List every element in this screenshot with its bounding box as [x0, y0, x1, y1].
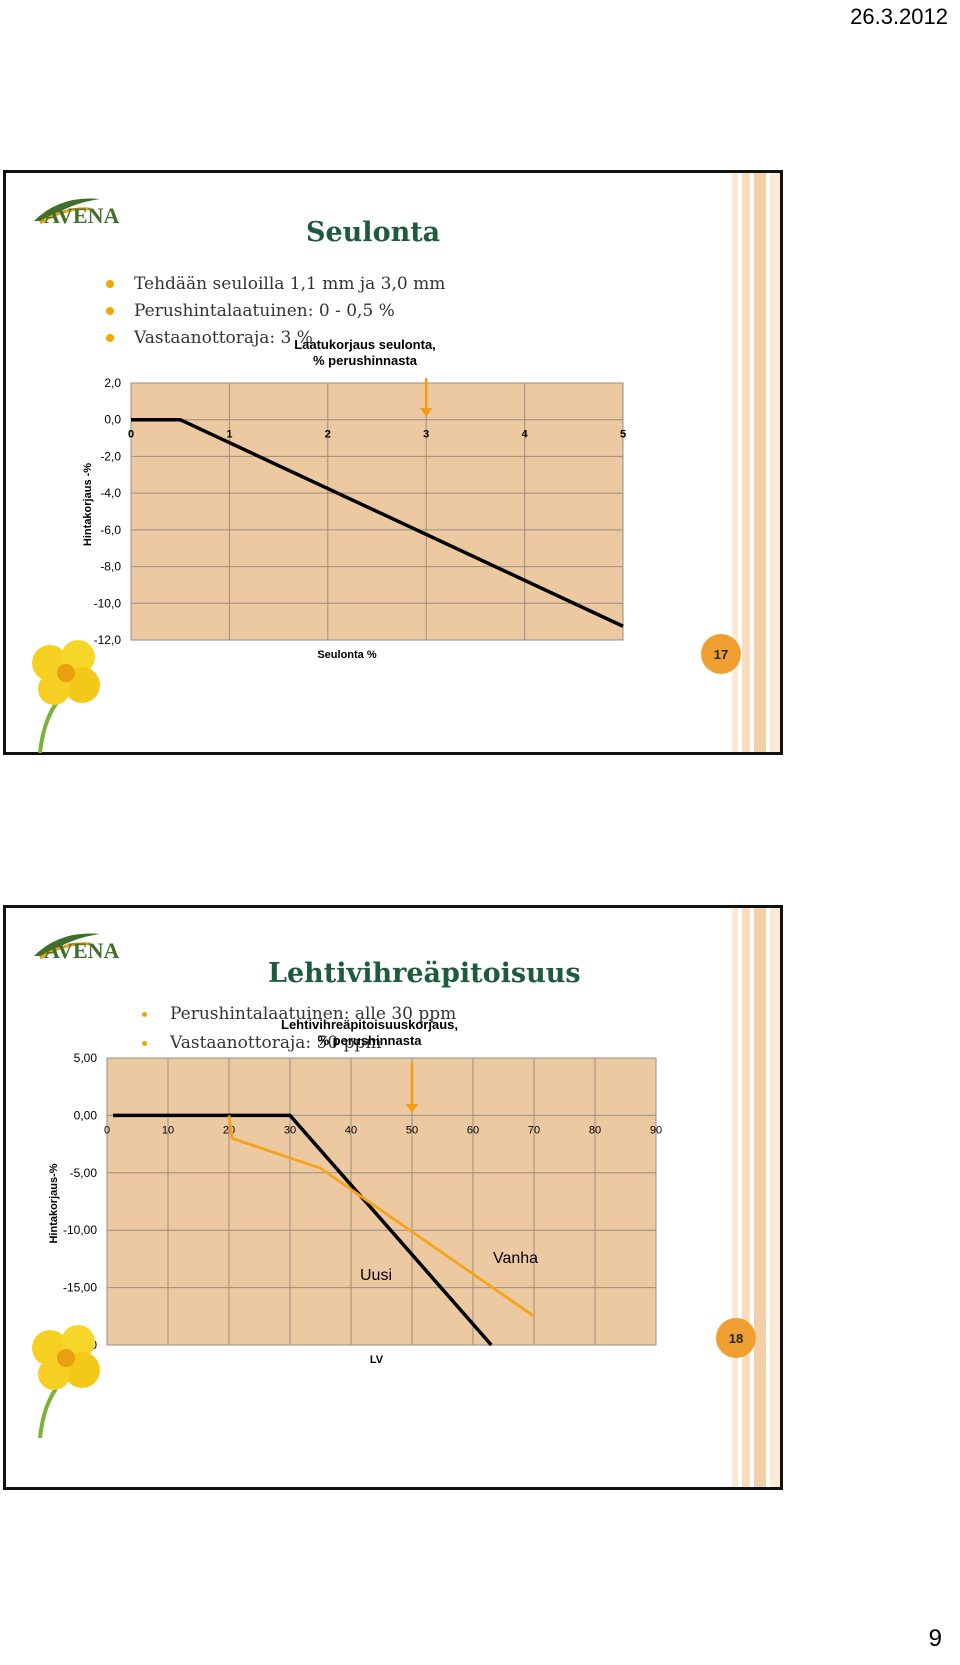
logo-text: AVENA	[44, 203, 120, 228]
slide-lehtivihrea: AVENA Lehtivihreäpitoisuus Perushintalaa…	[3, 905, 783, 1490]
bullet-dot-icon	[106, 307, 114, 315]
x-tick-label: 80	[589, 1124, 601, 1136]
bullet-list: Perushintalaatuinen: alle 30 ppm Vastaan…	[142, 1000, 456, 1058]
y-tick-label: -12,0	[94, 633, 122, 647]
x-tick-label: 10	[162, 1124, 174, 1136]
x-tick-label: 0	[104, 1124, 110, 1136]
x-tick-label: 3	[423, 429, 429, 441]
chart-lehtivihrea: 5,000,00-5,00-10,00-15,00-20,00010203040…	[48, 1017, 662, 1366]
y-tick-label: -5,00	[70, 1166, 98, 1180]
slide-title: Seulonta	[306, 217, 441, 248]
slide-number-badge: 18	[716, 1318, 756, 1358]
y-tick-label: -8,0	[100, 560, 121, 574]
y-axis-label: Hintakorjaus -%	[82, 463, 94, 546]
x-tick-label: 5	[620, 429, 626, 441]
slide-title: Lehtivihreäpitoisuus	[268, 958, 581, 989]
marker-arrow-head	[406, 1104, 418, 1113]
chart-title: Laatukorjaus seulonta,	[294, 337, 436, 352]
decorative-stripes	[732, 908, 780, 1487]
x-axis-label: LV	[370, 1354, 384, 1366]
series-line-vanha	[227, 1115, 535, 1318]
avena-logo: AVENA	[34, 198, 120, 228]
bullet-dot-icon	[106, 280, 114, 288]
y-tick-label: -10,00	[63, 1223, 97, 1237]
bullet-dot-icon	[106, 334, 114, 342]
plot-area	[106, 1057, 657, 1346]
x-tick-label: 0	[128, 429, 134, 441]
chart-seulonta: 2,0 0,0 -2,0 -4,0 -6,0 -8,0 -10,0 -12,0 0 1 2 3 4 5 La…	[82, 337, 626, 661]
series-label: Uusi	[360, 1267, 392, 1284]
bullet-dot-icon	[142, 1041, 147, 1046]
bullet-item: Tehdään seuloilla 1,1 mm ja 3,0 mm	[106, 271, 445, 298]
series-label: Vanha	[493, 1250, 538, 1267]
slide-seulonta: AVENA Seulonta Tehdään seuloilla 1,1 mm …	[3, 170, 783, 755]
x-tick-label: 50	[406, 1124, 418, 1136]
x-axis-label: Seulonta %	[317, 649, 377, 661]
x-tick-label: 2	[325, 429, 331, 441]
header-date: 26.3.2012	[850, 4, 948, 29]
bullet-item: Vastaanottoraja: 3 %	[106, 325, 445, 352]
series-line-uusi	[113, 1113, 493, 1347]
x-tick-label: 30	[284, 1124, 296, 1136]
y-tick-label: 0,00	[74, 1108, 98, 1122]
y-tick-label: 5,00	[74, 1051, 98, 1065]
logo-text: AVENA	[44, 938, 120, 963]
chart-title: % perushinnasta	[317, 1033, 422, 1048]
y-axis-label: Hintakorjaus-%	[48, 1163, 60, 1243]
y-tick-label: 0,0	[104, 413, 121, 427]
x-tick-label: 70	[528, 1124, 540, 1136]
flower-decoration-icon	[32, 640, 100, 753]
bullet-dot-icon	[142, 1012, 147, 1017]
y-tick-label: -4,0	[100, 486, 121, 500]
y-tick-label: -6,0	[100, 523, 121, 537]
x-tick-label: 1	[226, 429, 232, 441]
slide-number-badge: 17	[701, 634, 741, 674]
flower-decoration-icon	[32, 1325, 100, 1438]
y-tick-label: -15,00	[63, 1281, 97, 1295]
series-line	[131, 417, 624, 628]
x-tick-label: 90	[650, 1124, 662, 1136]
bullet-item: Perushintalaatuinen: alle 30 ppm	[142, 1000, 456, 1029]
x-tick-label: 20	[223, 1124, 235, 1136]
chart-title: % perushinnasta	[313, 353, 418, 368]
x-tick-label: 60	[467, 1124, 479, 1136]
y-tick-label: -2,0	[100, 449, 121, 463]
page-number: 9	[928, 1625, 942, 1652]
y-tick-label: 2,0	[104, 376, 121, 390]
x-tick-label: 40	[345, 1124, 357, 1136]
avena-logo: AVENA	[34, 933, 120, 963]
x-tick-label: 4	[522, 429, 529, 441]
bullet-list: Tehdään seuloilla 1,1 mm ja 3,0 mm Perus…	[106, 271, 445, 352]
marker-arrow-head	[420, 408, 433, 417]
chart-title: Lehtivihreäpitoisuuskorjaus,	[281, 1017, 458, 1032]
bullet-item: Vastaanottoraja: 50 ppm	[142, 1029, 456, 1058]
bullet-item: Perushintalaatuinen: 0 - 0,5 %	[106, 298, 445, 325]
y-tick-label: -10,0	[94, 596, 122, 610]
